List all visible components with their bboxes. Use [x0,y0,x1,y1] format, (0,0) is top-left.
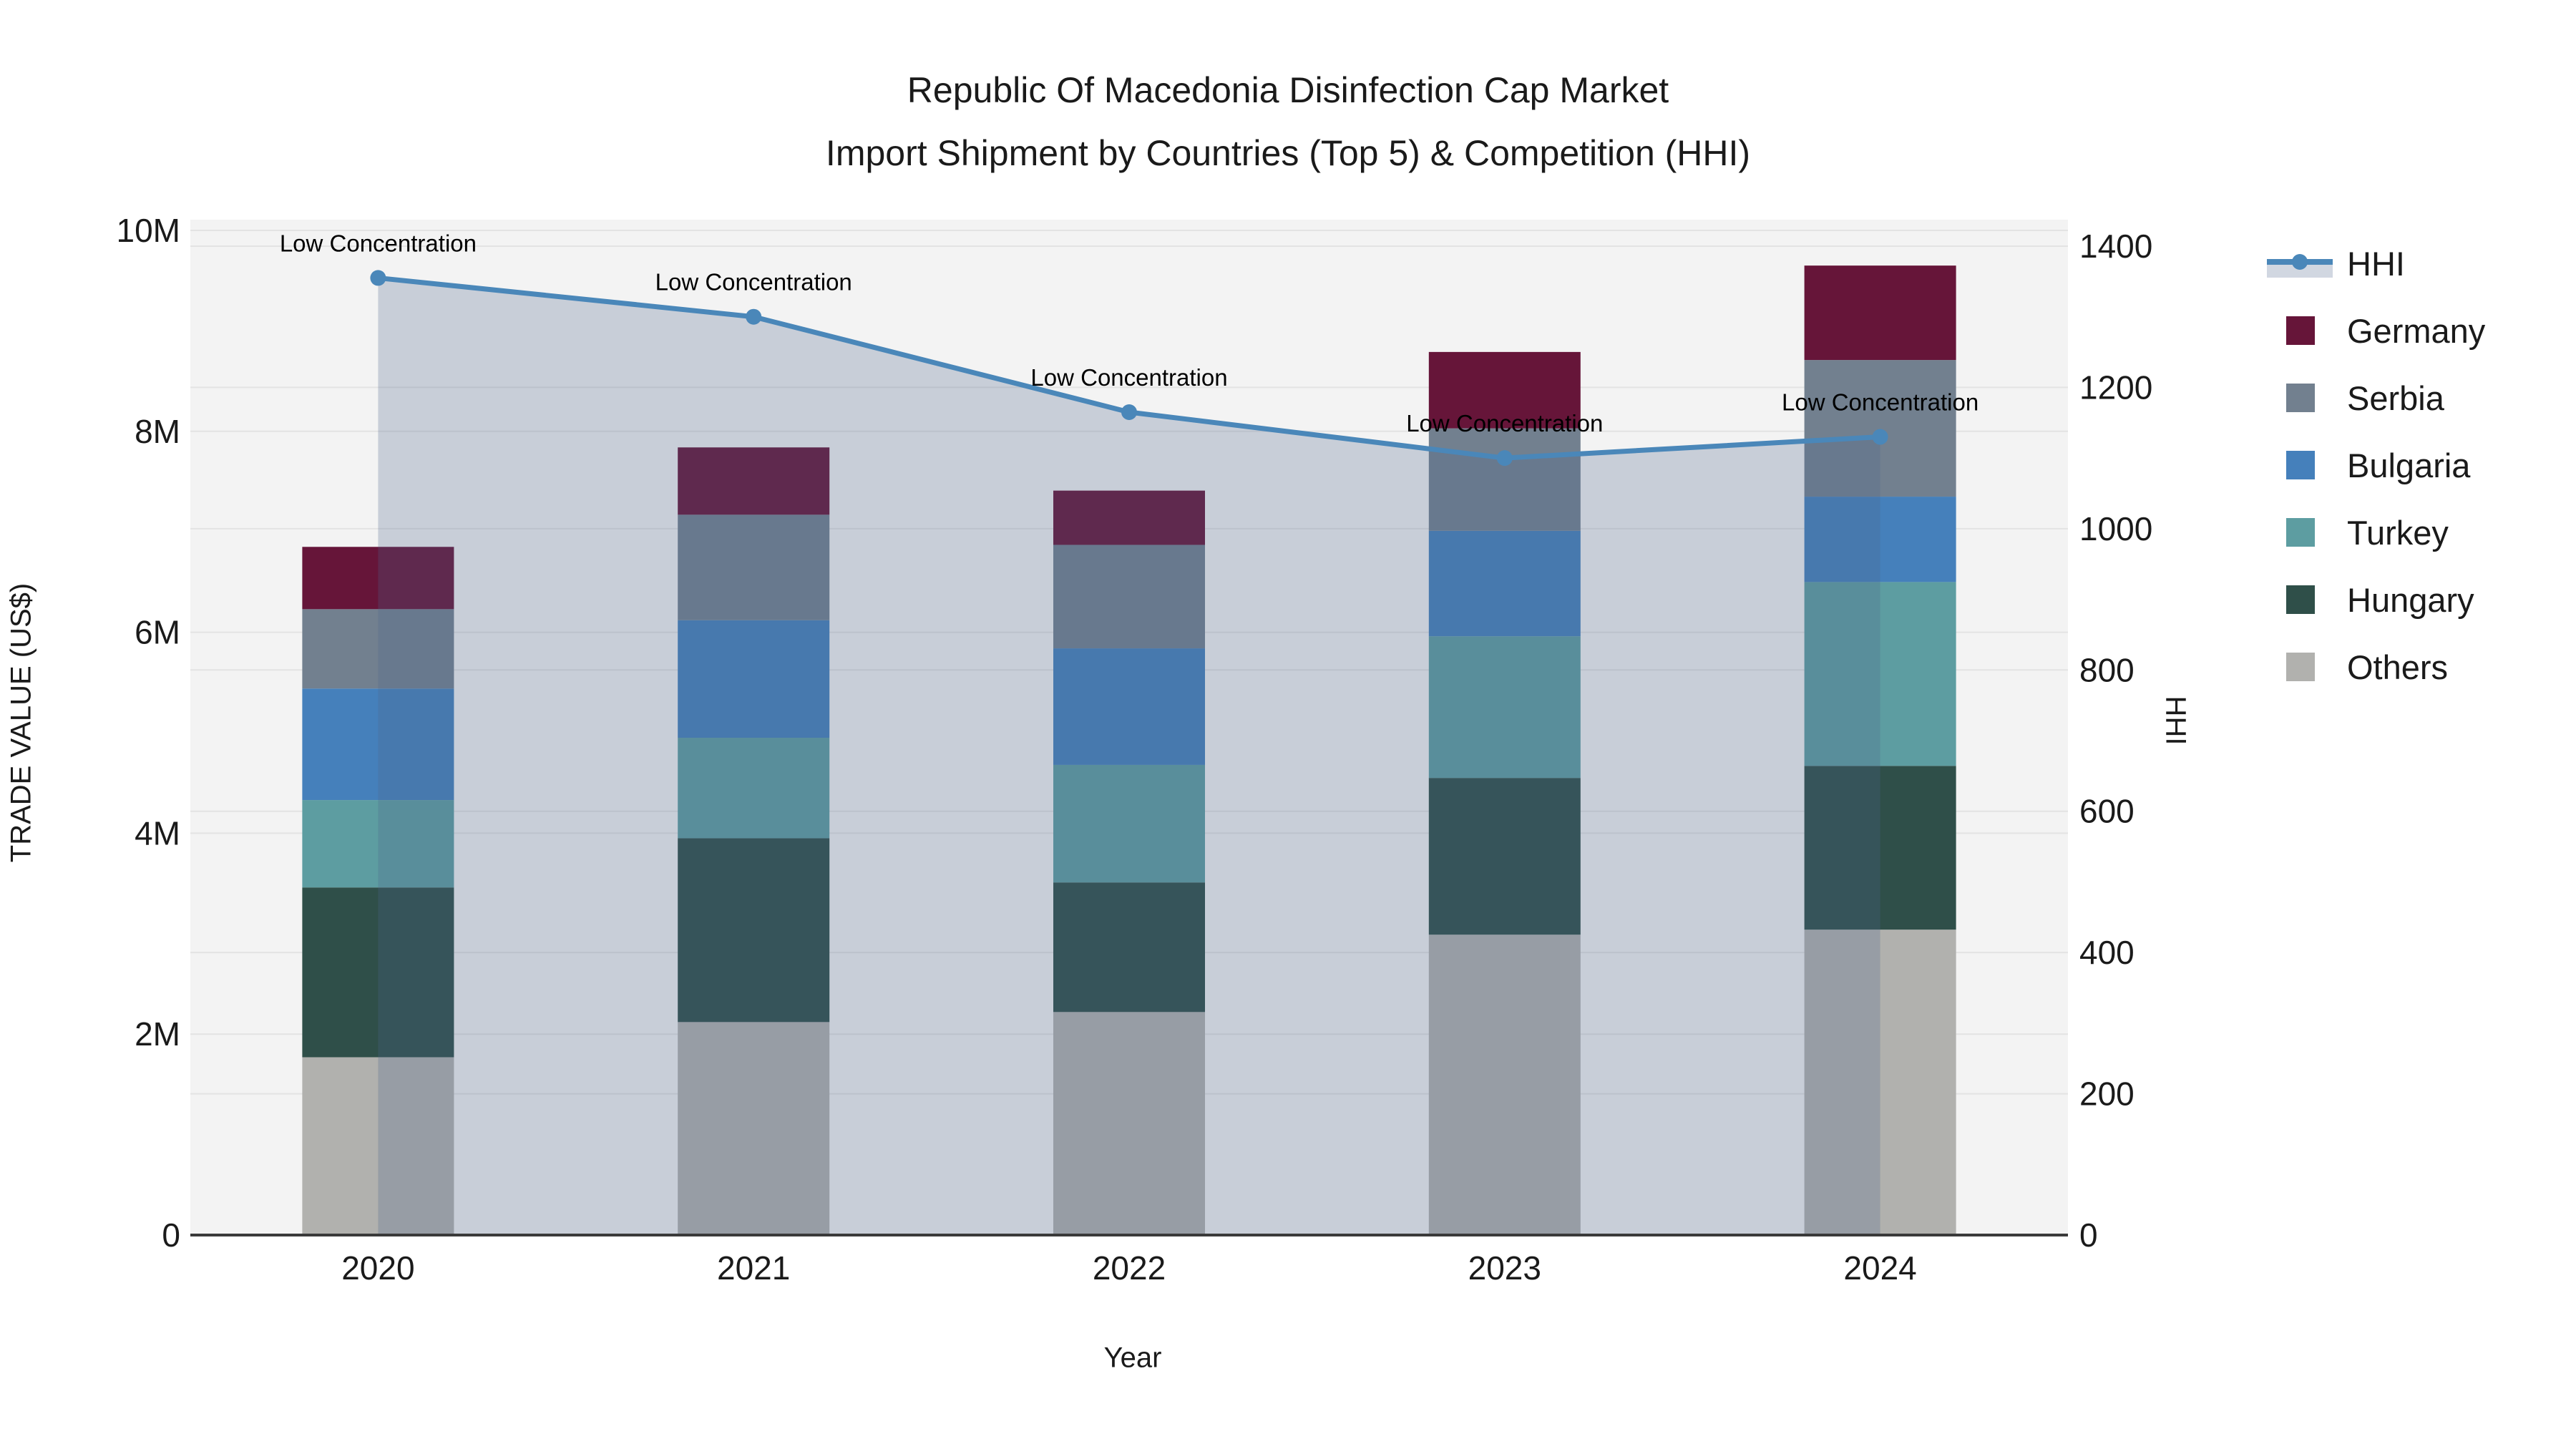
annotation-2024: Low Concentration [1782,389,1979,416]
hhi-point-2021[interactable] [746,308,762,325]
legend-item-serbia[interactable]: Serbia [2267,364,2485,431]
hhi-point-2024[interactable] [1872,429,1888,445]
y-right-tick-0: 0 [2079,1216,2098,1254]
hhi-line-legend-glyph [2267,248,2333,279]
y-right-tick-1200: 1200 [2079,369,2152,406]
bar-segment-turkey-2020[interactable] [302,800,454,888]
bar-segment-germany-2022[interactable] [1053,490,1205,545]
legend-swatch-turkey [2286,518,2315,547]
legend-swatch-others [2286,653,2315,681]
annotation-2020: Low Concentration [280,230,477,256]
bar-segment-bulgaria-2024[interactable] [1804,497,1956,582]
bar-segment-others-2023[interactable] [1428,935,1581,1235]
y-left-axis-title: TRADE VALUE (US$) [5,582,37,863]
annotation-2023: Low Concentration [1406,410,1603,436]
y-right-tick-600: 600 [2079,793,2135,830]
bar-segment-serbia-2022[interactable] [1053,545,1205,649]
y-left-tick-0: 0 [162,1216,180,1254]
legend-label-germany: Germany [2347,311,2486,350]
legend-label-serbia: Serbia [2347,379,2444,417]
y-right-tick-800: 800 [2079,651,2135,688]
hhi-point-2023[interactable] [1496,450,1513,467]
legend-item-germany[interactable]: Germany [2267,297,2485,364]
bar-segment-hungary-2020[interactable] [302,887,454,1058]
legend-label-turkey: Turkey [2347,513,2449,552]
bar-segment-bulgaria-2020[interactable] [302,688,454,801]
legend-label-bulgaria: Bulgaria [2347,446,2471,484]
legend-item-hungary[interactable]: Hungary [2267,566,2485,633]
y-right-tick-200: 200 [2079,1075,2135,1113]
bar-segment-turkey-2021[interactable] [678,738,830,839]
bar-segment-germany-2024[interactable] [1804,265,1956,361]
bar-segment-hungary-2024[interactable] [1804,766,1956,930]
bar-segment-turkey-2022[interactable] [1053,764,1205,883]
legend-label-hhi: HHI [2347,244,2405,283]
legend-swatch-serbia [2286,384,2315,412]
x-tick-2024: 2024 [1843,1249,1916,1287]
legend-label-hungary: Hungary [2347,580,2474,619]
y-right-tick-1400: 1400 [2079,228,2152,265]
bar-segment-serbia-2023[interactable] [1428,428,1581,531]
annotation-2022: Low Concentration [1030,364,1227,391]
bar-segment-germany-2020[interactable] [302,547,454,610]
hhi-area-fill [378,278,1880,1236]
bar-segment-bulgaria-2023[interactable] [1428,530,1581,637]
chart-title-line2: Import Shipment by Countries (Top 5) & C… [825,133,1751,173]
bar-segment-germany-2021[interactable] [678,447,830,515]
bar-segment-others-2024[interactable] [1804,930,1956,1235]
bar-segment-others-2022[interactable] [1053,1012,1205,1235]
annotation-2021: Low Concentration [655,269,852,296]
y-left-tick-8M: 8M [135,413,180,450]
legend-label-others: Others [2347,648,2449,686]
legend-item-bulgaria[interactable]: Bulgaria [2267,431,2485,499]
bar-segment-bulgaria-2022[interactable] [1053,648,1205,765]
x-tick-2022: 2022 [1093,1249,1166,1287]
legend-swatch-hungary [2286,585,2315,614]
y-left-tick-6M: 6M [135,614,180,651]
y-right-tick-400: 400 [2079,934,2135,971]
hhi-point-2020[interactable] [370,270,386,286]
bar-segment-serbia-2024[interactable] [1804,360,1956,497]
legend-item-turkey[interactable]: Turkey [2267,499,2485,566]
chart-title: Republic Of Macedonia Disinfection Cap M… [0,59,2576,185]
bar-segment-turkey-2024[interactable] [1804,582,1956,766]
legend-swatch-bulgaria [2286,451,2315,479]
bar-segment-serbia-2021[interactable] [678,514,830,620]
x-axis-title: Year [1103,1342,1162,1374]
legend-swatch-germany [2286,316,2315,345]
bar-segment-bulgaria-2021[interactable] [678,620,830,738]
legend-item-others[interactable]: Others [2267,633,2485,701]
x-tick-2021: 2021 [717,1249,790,1287]
bar-segment-hungary-2022[interactable] [1053,882,1205,1013]
bar-segment-germany-2023[interactable] [1428,351,1581,429]
x-tick-2023: 2023 [1468,1249,1541,1287]
legend: HHI Germany Serbia Bulgaria Turkey Hungary Oth… [2267,230,2485,701]
chart-title-line1: Republic Of Macedonia Disinfection Cap M… [907,70,1669,110]
bar-segment-others-2021[interactable] [678,1022,830,1235]
hhi-point-2022[interactable] [1121,404,1137,420]
y-left-tick-10M: 10M [117,212,180,249]
bar-segment-hungary-2023[interactable] [1428,778,1581,935]
y-left-tick-4M: 4M [135,814,180,852]
legend-item-hhi[interactable]: HHI [2267,230,2485,297]
y-right-tick-1000: 1000 [2079,510,2152,547]
x-tick-2020: 2020 [341,1249,414,1287]
bar-segment-serbia-2020[interactable] [302,609,454,689]
bar-segment-others-2020[interactable] [302,1057,454,1235]
bar-segment-hungary-2021[interactable] [678,838,830,1023]
bar-segment-turkey-2023[interactable] [1428,636,1581,779]
y-right-axis-title: HHI [2160,696,2192,746]
y-left-tick-2M: 2M [135,1015,180,1053]
